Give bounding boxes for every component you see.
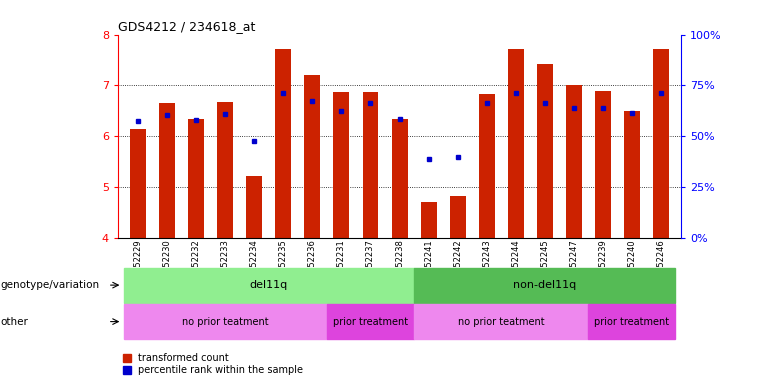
Bar <box>333 91 349 238</box>
Bar <box>362 91 378 238</box>
Text: del11q: del11q <box>250 280 288 290</box>
Bar <box>595 91 610 238</box>
Bar <box>565 86 581 238</box>
Bar <box>624 111 640 238</box>
Bar <box>392 119 407 238</box>
Text: prior treatment: prior treatment <box>594 316 670 327</box>
Text: no prior teatment: no prior teatment <box>458 316 544 327</box>
Bar <box>479 94 495 238</box>
Bar <box>450 196 466 238</box>
Bar <box>327 304 414 339</box>
Text: no prior teatment: no prior teatment <box>182 316 269 327</box>
Bar <box>653 49 669 238</box>
Text: genotype/variation: genotype/variation <box>1 280 100 290</box>
Bar <box>508 49 524 238</box>
Bar <box>588 304 675 339</box>
Text: other: other <box>1 316 29 327</box>
Bar <box>537 64 552 238</box>
Bar <box>124 304 327 339</box>
Bar <box>414 304 588 339</box>
Bar <box>189 119 204 238</box>
Text: prior treatment: prior treatment <box>333 316 408 327</box>
Bar <box>218 102 234 238</box>
Text: GDS4212 / 234618_at: GDS4212 / 234618_at <box>118 20 256 33</box>
Bar <box>304 75 320 238</box>
Bar <box>159 103 175 238</box>
Bar <box>275 49 291 238</box>
Bar <box>124 268 414 303</box>
Bar <box>414 268 675 303</box>
Bar <box>247 176 263 238</box>
Legend: transformed count, percentile rank within the sample: transformed count, percentile rank withi… <box>123 353 304 375</box>
Bar <box>130 129 146 238</box>
Bar <box>421 202 437 238</box>
Text: non-del11q: non-del11q <box>513 280 576 290</box>
